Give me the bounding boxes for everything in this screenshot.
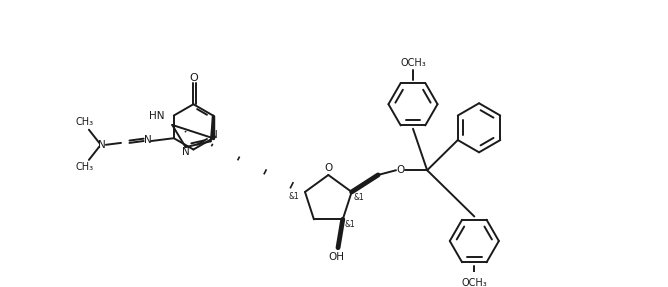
Text: O: O (324, 163, 333, 173)
Text: OCH₃: OCH₃ (400, 58, 426, 68)
Text: N: N (144, 135, 151, 145)
Text: N: N (98, 140, 106, 150)
Text: &1: &1 (289, 192, 299, 201)
Text: N: N (182, 147, 190, 157)
Text: O: O (189, 73, 198, 83)
Text: N: N (210, 130, 218, 140)
Text: &1: &1 (354, 193, 365, 202)
Text: CH₃: CH₃ (75, 162, 94, 172)
Text: OH: OH (328, 252, 344, 262)
Text: CH₃: CH₃ (75, 117, 94, 127)
Text: HN: HN (149, 110, 164, 121)
Text: O: O (397, 165, 405, 175)
Text: &1: &1 (345, 220, 355, 228)
Text: OCH₃: OCH₃ (462, 278, 487, 287)
